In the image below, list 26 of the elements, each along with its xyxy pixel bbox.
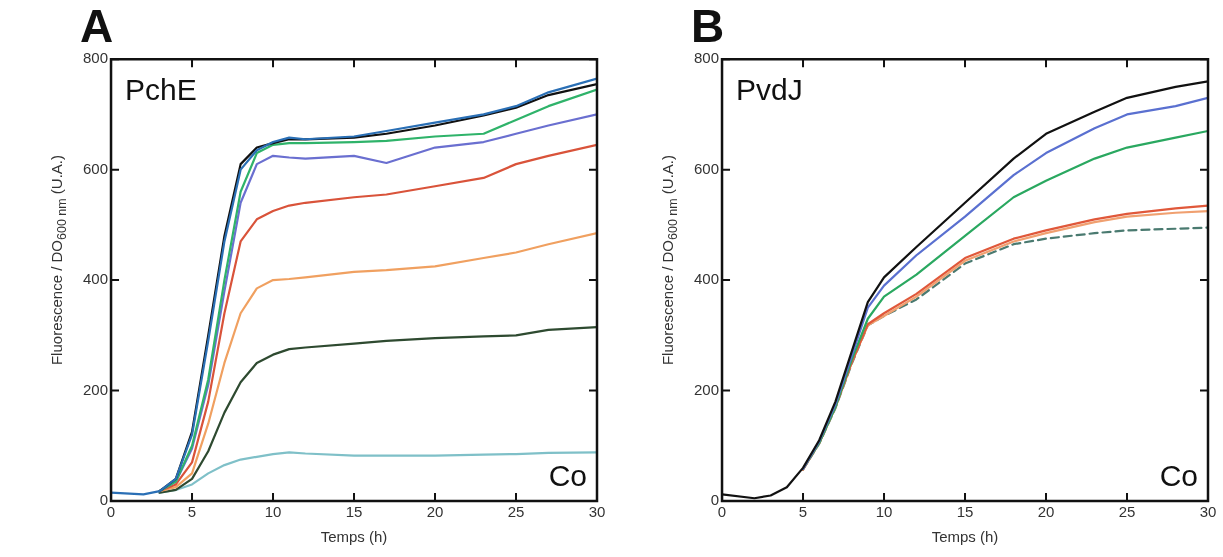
x-tick-label: 30 bbox=[588, 503, 606, 521]
y-tick-label: 400 bbox=[83, 270, 109, 288]
x-tick-label: 5 bbox=[187, 503, 197, 521]
x-tick-label: 30 bbox=[1199, 503, 1217, 521]
x-tick-label: 20 bbox=[1037, 503, 1055, 521]
annotation: Co bbox=[548, 459, 587, 493]
y-tick-label: 0 bbox=[99, 491, 109, 509]
x-tick-label: 15 bbox=[345, 503, 363, 521]
y-tick-label: 0 bbox=[710, 491, 720, 509]
x-tick-label: 5 bbox=[798, 503, 808, 521]
annotation: Co bbox=[1159, 459, 1198, 493]
y-tick-label: 200 bbox=[694, 380, 720, 398]
x-axis-title: Temps (h) bbox=[931, 528, 999, 546]
y-tick-label: 600 bbox=[83, 159, 109, 177]
annotation: PchE bbox=[125, 73, 197, 107]
y-tick-label: 200 bbox=[83, 380, 109, 398]
x-axis-title: Temps (h) bbox=[320, 528, 388, 546]
annotation: PvdJ bbox=[736, 73, 803, 107]
x-tick-label: 20 bbox=[426, 503, 444, 521]
y-tick-label: 600 bbox=[694, 159, 720, 177]
y-tick-label: 400 bbox=[694, 270, 720, 288]
x-tick-label: 10 bbox=[875, 503, 893, 521]
x-tick-label: 15 bbox=[956, 503, 974, 521]
x-tick-label: 10 bbox=[264, 503, 282, 521]
x-tick-label: 25 bbox=[1118, 503, 1136, 521]
x-tick-label: 25 bbox=[507, 503, 525, 521]
